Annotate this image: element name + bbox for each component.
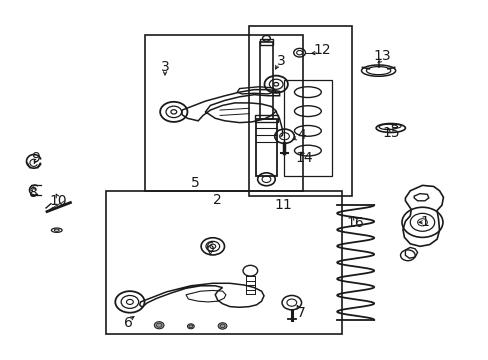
Bar xyxy=(105,191,341,334)
Bar xyxy=(255,116,277,122)
Text: 14: 14 xyxy=(295,152,313,166)
Text: 13: 13 xyxy=(372,49,390,63)
Bar xyxy=(260,40,272,45)
Circle shape xyxy=(154,321,163,329)
Text: 16: 16 xyxy=(346,216,364,230)
Text: 10: 10 xyxy=(49,194,67,208)
Circle shape xyxy=(187,324,194,329)
Text: 4: 4 xyxy=(297,128,306,142)
Text: 3: 3 xyxy=(276,54,285,68)
Bar xyxy=(144,35,303,191)
Bar xyxy=(249,26,351,196)
Text: 6: 6 xyxy=(124,316,133,330)
Text: 1: 1 xyxy=(420,215,428,229)
Text: 9: 9 xyxy=(31,151,40,165)
Text: 5: 5 xyxy=(191,176,200,190)
Bar xyxy=(259,42,273,119)
Text: 6: 6 xyxy=(205,241,214,255)
Text: 12: 12 xyxy=(313,43,331,57)
Text: 7: 7 xyxy=(297,306,305,320)
Text: 3: 3 xyxy=(161,60,169,74)
Bar xyxy=(256,119,276,176)
Bar xyxy=(283,80,331,176)
Text: 2: 2 xyxy=(213,193,222,207)
Text: 15: 15 xyxy=(381,126,399,140)
Text: 8: 8 xyxy=(29,185,38,199)
Text: 11: 11 xyxy=(274,198,292,212)
Circle shape xyxy=(218,323,226,329)
